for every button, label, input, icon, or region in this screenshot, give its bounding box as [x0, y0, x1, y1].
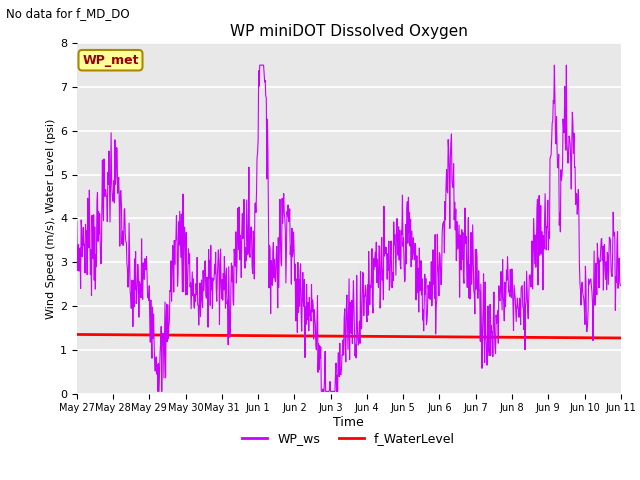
Y-axis label: Wind Speed (m/s), Water Level (psi): Wind Speed (m/s), Water Level (psi)	[46, 118, 56, 319]
X-axis label: Time: Time	[333, 416, 364, 429]
Text: WP_met: WP_met	[82, 54, 139, 67]
Legend: WP_ws, f_WaterLevel: WP_ws, f_WaterLevel	[237, 427, 460, 450]
Title: WP miniDOT Dissolved Oxygen: WP miniDOT Dissolved Oxygen	[230, 24, 468, 39]
Text: No data for f_MD_DO: No data for f_MD_DO	[6, 7, 130, 20]
